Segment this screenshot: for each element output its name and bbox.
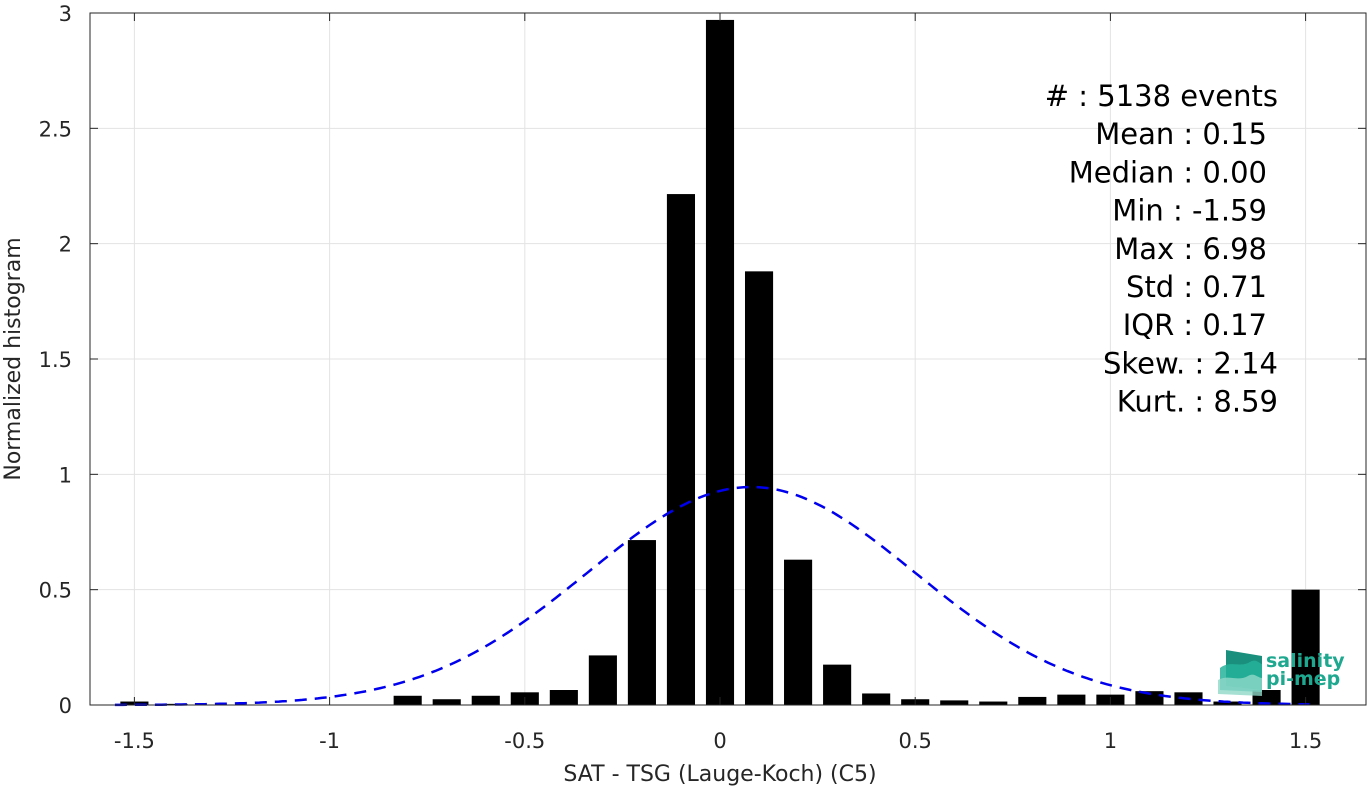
x-tick-label-1: -1 — [319, 729, 340, 753]
histogram-bar-24 — [1057, 694, 1086, 705]
x-axis-label: SAT - TSG (Lauge-Koch) (C5) — [563, 762, 876, 787]
x-tick-label-0: -1.5 — [114, 729, 155, 753]
logo-text-salinity: salinity — [1266, 650, 1345, 672]
histogram-bar-19 — [862, 693, 891, 705]
y-tick-label-4: 2 — [59, 233, 72, 257]
histogram-bar-11 — [549, 690, 578, 705]
histogram-bar-22 — [979, 701, 1008, 705]
histogram-bars — [120, 19, 1320, 706]
stat-line-2: Median : 0.00 — [1069, 155, 1267, 189]
stat-line-4: Max : 6.98 — [1114, 232, 1267, 266]
y-axis-ticks: 0 0.5 1 1.5 2 2.5 3 — [39, 2, 1366, 718]
normal-fit-curve — [114, 485, 1310, 707]
stat-line-5: Std : 0.71 — [1126, 270, 1267, 304]
stat-line-8: Kurt. : 8.59 — [1117, 385, 1278, 419]
histogram-bar-14 — [666, 194, 696, 705]
stat-line-0: # : 5138 events — [1045, 79, 1278, 113]
histogram-bar-15 — [705, 19, 735, 706]
y-tick-label-1: 0.5 — [39, 579, 72, 603]
histogram-bar-7 — [393, 695, 422, 705]
x-tick-label-6: 1.5 — [1289, 729, 1322, 753]
histogram-bar-21 — [940, 700, 969, 705]
stat-line-3: Min : -1.59 — [1112, 194, 1267, 228]
salinity-pi-mep-logo: salinity pi-mep — [1218, 650, 1345, 696]
x-tick-label-4: 0.5 — [898, 729, 931, 753]
x-tick-label-3: 0 — [713, 729, 726, 753]
stat-line-1: Mean : 0.15 — [1095, 117, 1267, 151]
x-tick-label-5: 1 — [1104, 729, 1117, 753]
wave-logo-icon — [1218, 650, 1262, 696]
histogram-bar-30 — [1291, 589, 1320, 705]
histogram-bar-1 — [159, 703, 188, 705]
histogram-bar-9 — [471, 695, 500, 705]
histogram-bar-17 — [784, 559, 813, 705]
statistics-box: # : 5138 events Mean : 0.15 Median : 0.00 M… — [1045, 79, 1278, 419]
histogram-bar-28 — [1213, 701, 1242, 705]
x-tick-label-2: -0.5 — [504, 729, 545, 753]
histogram-bar-18 — [823, 664, 852, 705]
stat-line-6: IQR : 0.17 — [1123, 308, 1267, 342]
y-tick-label-2: 1 — [59, 463, 72, 487]
histogram-bar-12 — [588, 655, 617, 705]
histogram-bar-23 — [1018, 696, 1047, 705]
y-tick-label-6: 3 — [59, 2, 72, 26]
y-axis-label: Normalized histogram — [1, 237, 26, 480]
y-tick-label-3: 1.5 — [39, 348, 72, 372]
histogram-bar-26 — [1135, 691, 1164, 705]
x-axis-ticks: -1.5 -1 -0.5 0 0.5 1 1.5 — [114, 13, 1322, 753]
stat-line-7: Skew. : 2.14 — [1103, 346, 1278, 380]
y-tick-label-0: 0 — [59, 694, 72, 718]
histogram-bar-13 — [627, 540, 656, 705]
logo-text-pi-mep: pi-mep — [1266, 668, 1340, 690]
histogram-bar-8 — [432, 699, 461, 705]
y-tick-label-5: 2.5 — [39, 117, 72, 141]
